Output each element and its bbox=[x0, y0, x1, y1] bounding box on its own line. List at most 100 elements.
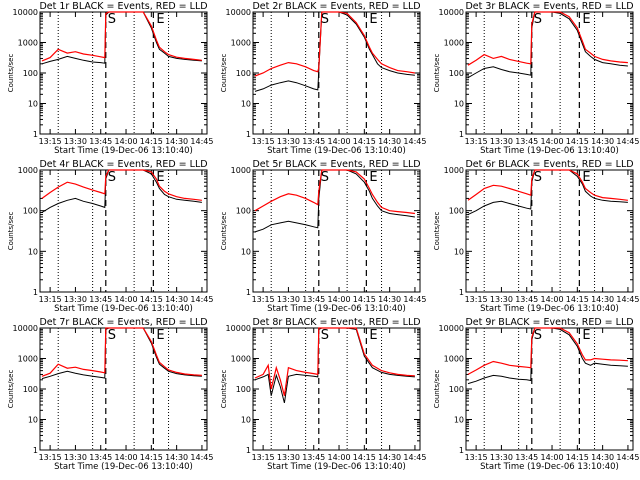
x-axis-label: Start Time (19-Dec-06 13:10:40) bbox=[480, 146, 619, 156]
x-tick-label: 14:15 bbox=[140, 295, 163, 304]
start-marker-label: S bbox=[534, 170, 542, 185]
y-tick-label: 1 bbox=[459, 446, 464, 455]
x-tick-label: 14:15 bbox=[566, 137, 589, 146]
y-tick-label: 10 bbox=[241, 100, 251, 109]
y-tick-label: 10 bbox=[241, 416, 251, 425]
x-tick-label: 14:00 bbox=[327, 295, 350, 304]
y-tick-label: 100 bbox=[449, 69, 464, 78]
x-tick-label: 14:45 bbox=[190, 137, 213, 146]
x-tick-label: 13:45 bbox=[515, 453, 538, 462]
chart-panel-6: Det 6r BLACK = Events, RED = LLD 1 10 100 10… bbox=[433, 159, 639, 314]
x-axis-label: Start Time (19-Dec-06 13:10:40) bbox=[267, 146, 406, 156]
y-tick-label: 10 bbox=[241, 247, 251, 256]
x-tick-label: 14:45 bbox=[190, 453, 213, 462]
x-tick-label: 13:15 bbox=[39, 137, 62, 146]
y-axis-label: Counts/sec bbox=[7, 212, 15, 251]
x-tick-label: 13:15 bbox=[252, 453, 275, 462]
x-tick-label: 13:30 bbox=[490, 295, 513, 304]
x-tick-label: 13:15 bbox=[465, 453, 488, 462]
x-axis-label: Start Time (19-Dec-06 13:10:40) bbox=[480, 304, 619, 314]
chart-title: Det 2r BLACK = Events, RED = LLD bbox=[252, 1, 420, 12]
y-tick-label: 100 bbox=[23, 69, 38, 78]
y-axis-label: Counts/sec bbox=[220, 212, 228, 251]
lld-series-line bbox=[254, 327, 415, 396]
end-marker-label: E bbox=[582, 170, 590, 185]
x-tick-label: 13:30 bbox=[277, 295, 300, 304]
y-tick-label: 100 bbox=[23, 385, 38, 394]
y-tick-label: 10000 bbox=[226, 324, 251, 333]
y-tick-label: 1000 bbox=[18, 39, 38, 48]
y-tick-label: 1 bbox=[246, 288, 251, 297]
y-axis-label: Counts/sec bbox=[7, 370, 15, 409]
x-tick-label: 14:45 bbox=[403, 295, 426, 304]
lld-series-line bbox=[254, 169, 415, 215]
lld-series-line bbox=[467, 327, 628, 375]
x-tick-label: 13:15 bbox=[39, 453, 62, 462]
y-tick-label: 100 bbox=[23, 207, 38, 216]
lld-series-line bbox=[41, 327, 202, 377]
x-tick-label: 13:15 bbox=[465, 295, 488, 304]
x-tick-label: 14:15 bbox=[353, 137, 376, 146]
y-tick-label: 1 bbox=[33, 288, 38, 297]
x-tick-label: 14:00 bbox=[114, 453, 137, 462]
end-marker-label: E bbox=[369, 170, 377, 185]
y-tick-label: 100 bbox=[449, 207, 464, 216]
x-tick-label: 13:45 bbox=[89, 453, 112, 462]
y-tick-label: 100 bbox=[236, 207, 251, 216]
chart-panel-8: Det 8r BLACK = Events, RED = LLD 1 10 100 10… bbox=[220, 317, 426, 472]
y-tick-label: 10000 bbox=[226, 8, 251, 17]
x-tick-label: 13:30 bbox=[277, 453, 300, 462]
lld-series-line bbox=[467, 11, 628, 66]
y-tick-label: 1000 bbox=[444, 166, 464, 175]
chart-panel-3: Det 3r BLACK = Events, RED = LLD 1 10 100 10… bbox=[433, 1, 639, 156]
y-tick-label: 10000 bbox=[439, 324, 464, 333]
start-marker-label: S bbox=[534, 328, 542, 343]
x-tick-label: 13:15 bbox=[252, 137, 275, 146]
x-axis-label: Start Time (19-Dec-06 13:10:40) bbox=[54, 462, 193, 472]
y-tick-label: 10000 bbox=[13, 324, 38, 333]
chart-title: Det 7r BLACK = Events, RED = LLD bbox=[39, 317, 207, 328]
x-tick-label: 14:45 bbox=[616, 453, 639, 462]
start-marker-label: S bbox=[321, 12, 329, 27]
lld-series-line bbox=[41, 11, 202, 62]
chart-panel-7: Det 7r BLACK = Events, RED = LLD 1 10 100 10… bbox=[7, 317, 213, 472]
x-tick-label: 14:30 bbox=[165, 453, 188, 462]
chart-title: Det 1r BLACK = Events, RED = LLD bbox=[39, 1, 207, 12]
x-tick-label: 13:45 bbox=[302, 137, 325, 146]
y-tick-label: 10 bbox=[454, 100, 464, 109]
end-marker-label: E bbox=[369, 12, 377, 27]
y-tick-label: 1 bbox=[246, 130, 251, 139]
x-tick-label: 14:15 bbox=[140, 137, 163, 146]
start-marker-label: S bbox=[321, 328, 329, 343]
y-tick-label: 10 bbox=[28, 416, 38, 425]
x-tick-label: 14:00 bbox=[327, 453, 350, 462]
start-marker-label: S bbox=[108, 170, 116, 185]
x-tick-label: 14:00 bbox=[114, 295, 137, 304]
start-marker-label: S bbox=[534, 12, 542, 27]
x-tick-label: 14:45 bbox=[403, 453, 426, 462]
y-axis-label: Counts/sec bbox=[220, 54, 228, 93]
x-tick-label: 13:15 bbox=[252, 295, 275, 304]
y-axis-label: Counts/sec bbox=[7, 54, 15, 93]
y-tick-label: 1000 bbox=[231, 39, 251, 48]
y-tick-label: 10000 bbox=[439, 8, 464, 17]
y-tick-label: 1000 bbox=[18, 166, 38, 175]
x-tick-label: 13:30 bbox=[277, 137, 300, 146]
x-tick-label: 14:15 bbox=[353, 453, 376, 462]
x-tick-label: 14:00 bbox=[540, 295, 563, 304]
x-tick-label: 14:30 bbox=[378, 453, 401, 462]
chart-panel-9: Det 9r BLACK = Events, RED = LLD 1 10 100 10… bbox=[433, 317, 639, 472]
x-tick-label: 14:15 bbox=[353, 295, 376, 304]
lld-series-line bbox=[41, 169, 202, 201]
x-tick-label: 13:15 bbox=[465, 137, 488, 146]
x-tick-label: 14:15 bbox=[566, 453, 589, 462]
chart-title: Det 5r BLACK = Events, RED = LLD bbox=[252, 159, 420, 170]
y-tick-label: 1 bbox=[246, 446, 251, 455]
x-tick-label: 14:15 bbox=[566, 295, 589, 304]
chart-title: Det 3r BLACK = Events, RED = LLD bbox=[465, 1, 633, 12]
x-tick-label: 13:45 bbox=[89, 137, 112, 146]
y-tick-label: 100 bbox=[449, 385, 464, 394]
x-tick-label: 14:45 bbox=[616, 295, 639, 304]
x-tick-label: 14:30 bbox=[165, 295, 188, 304]
x-axis-label: Start Time (19-Dec-06 13:10:40) bbox=[480, 462, 619, 472]
